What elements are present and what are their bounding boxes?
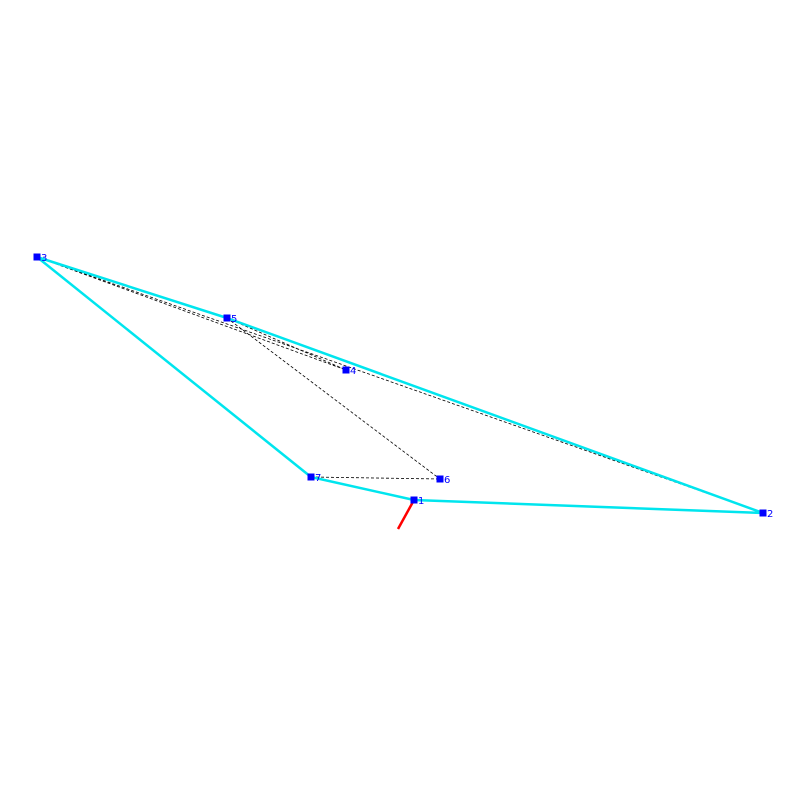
node-label: 4 (350, 366, 356, 377)
node-label: 7 (315, 473, 321, 484)
node-3: 3 (33, 253, 47, 264)
node-marker (436, 475, 444, 483)
hull-edge-2-5 (225, 316, 765, 515)
node-6: 6 (436, 475, 450, 486)
node-marker (307, 473, 315, 481)
node-label: 1 (418, 496, 424, 507)
dashed-edge-5-4 (226, 317, 347, 371)
hull-edges (35, 255, 765, 515)
dashed-edge-7-6 (310, 476, 441, 480)
node-1: 1 (410, 496, 424, 507)
node-marker (223, 314, 231, 322)
direction-marker (396, 499, 416, 530)
dashed-edge-5-6 (226, 317, 441, 480)
node-label: 2 (767, 509, 773, 520)
node-5: 5 (223, 314, 237, 325)
node-7: 7 (307, 473, 321, 484)
hull-edge-3-7 (35, 255, 313, 479)
node-label: 5 (231, 314, 237, 325)
hull-edge-7-1 (309, 475, 416, 502)
node-label: 3 (41, 253, 47, 264)
dashed-edge-3-2 (36, 256, 764, 514)
node-2: 2 (759, 509, 773, 520)
node-marker (759, 509, 767, 517)
node-marker (342, 366, 350, 374)
hull-edge-5-3 (35, 255, 229, 320)
node-marker (33, 253, 41, 261)
direction-markers (396, 499, 416, 530)
nodes: 1 2 3 4 5 6 7 (33, 253, 773, 520)
node-marker (410, 496, 418, 504)
node-4: 4 (342, 366, 356, 377)
hull-edge-1-2 (412, 498, 765, 515)
node-label: 6 (444, 475, 450, 486)
